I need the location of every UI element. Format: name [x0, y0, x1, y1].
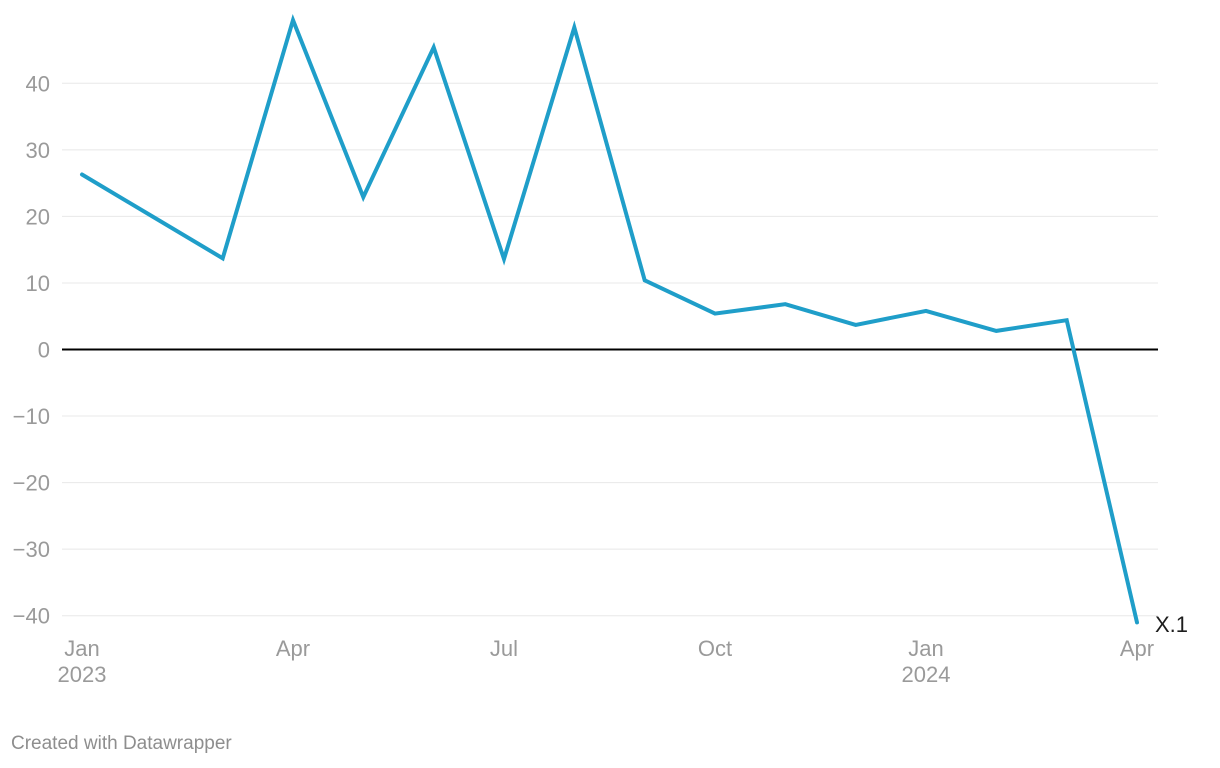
- y-tick-label: 0: [38, 338, 50, 363]
- series-end-label: X.1: [1155, 612, 1189, 637]
- x-tick-label: Jan: [64, 636, 99, 661]
- x-tick-year-label: 2024: [902, 662, 951, 687]
- x-tick-year-label: 2023: [58, 662, 107, 687]
- x-tick-label: Oct: [698, 636, 732, 661]
- datawrapper-credit: Created with Datawrapper: [11, 733, 232, 754]
- y-tick-label: −10: [13, 404, 50, 429]
- y-tick-label: −30: [13, 537, 50, 562]
- x-tick-label: Jan: [908, 636, 943, 661]
- y-tick-label: 30: [26, 138, 50, 163]
- data-series-line[interactable]: [80, 13, 1139, 625]
- y-tick-label: −40: [13, 604, 50, 629]
- y-tick-label: 20: [26, 204, 50, 229]
- y-tick-label: 40: [26, 71, 50, 96]
- x-tick-label: Jul: [490, 636, 518, 661]
- x-tick-label: Apr: [276, 636, 310, 661]
- x-tick-label: Apr: [1120, 636, 1154, 661]
- y-tick-label: −20: [13, 471, 50, 496]
- y-tick-label: 10: [26, 271, 50, 296]
